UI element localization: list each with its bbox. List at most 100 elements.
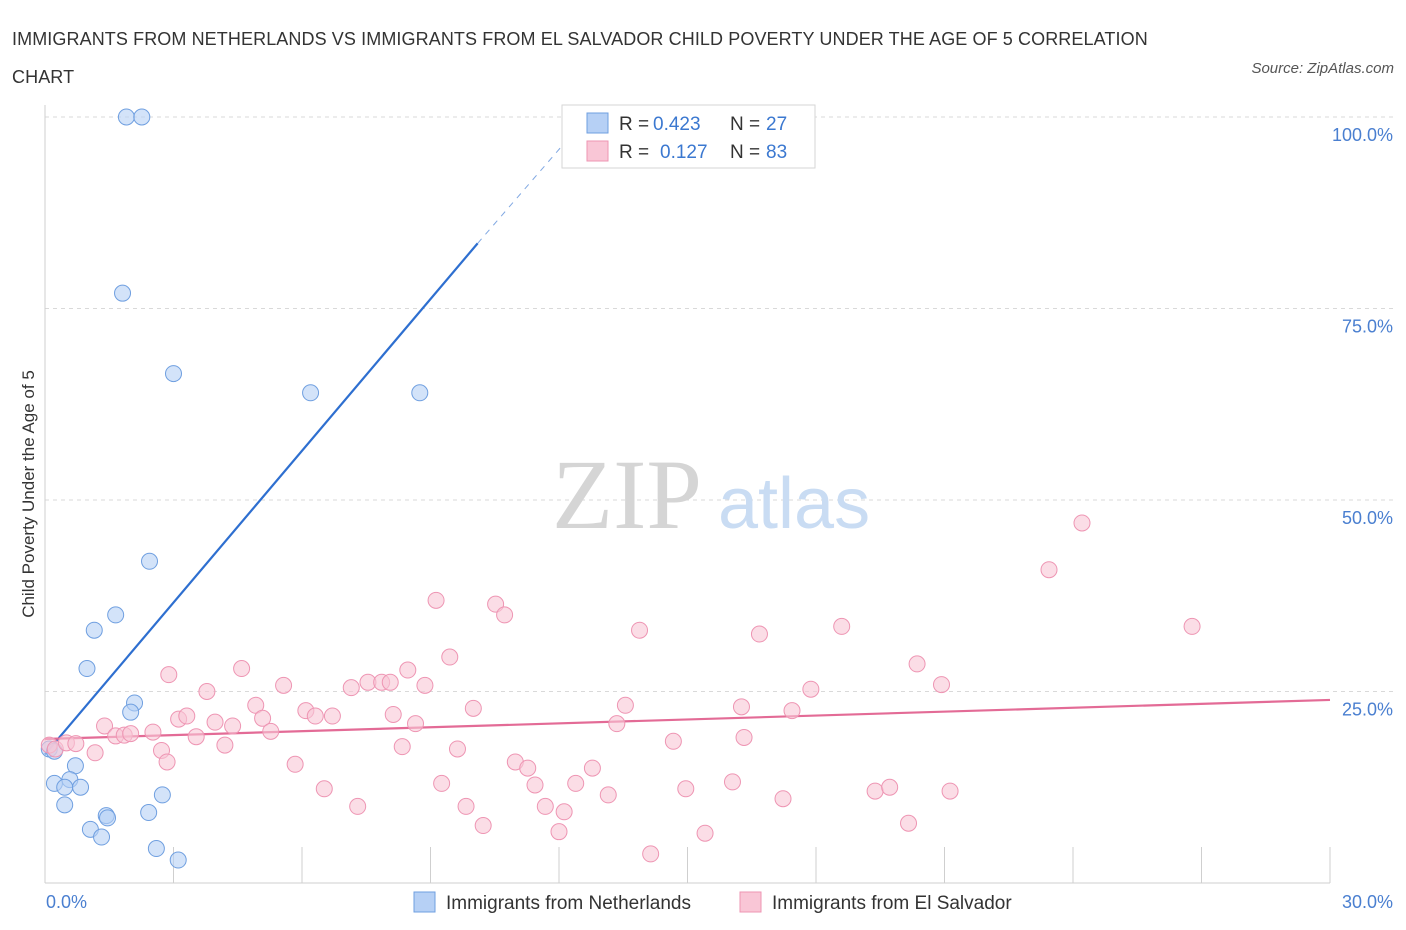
elsalvador-point bbox=[1183, 617, 1201, 635]
elsalvador-point bbox=[642, 845, 660, 863]
elsalvador-point bbox=[833, 617, 851, 635]
legend-n-label-elsalvador: N = bbox=[730, 142, 760, 163]
elsalvador-point bbox=[262, 722, 280, 740]
elsalvador-point bbox=[416, 676, 434, 694]
elsalvador-point bbox=[233, 660, 251, 678]
y-axis-title: Child Poverty Under the Age of 5 bbox=[19, 370, 38, 618]
chart-source: Source: ZipAtlas.com bbox=[1251, 60, 1394, 77]
elsalvador-point bbox=[900, 814, 918, 832]
elsalvador-point bbox=[381, 673, 399, 691]
elsalvador-point bbox=[464, 699, 482, 717]
elsalvador-point bbox=[427, 591, 445, 609]
netherlands-point bbox=[114, 284, 132, 302]
elsalvador-point bbox=[67, 735, 85, 753]
x-tick-label-max: 30.0% bbox=[1342, 892, 1393, 912]
legend-swatch-elsalvador bbox=[586, 140, 609, 162]
elsalvador-point bbox=[254, 709, 272, 727]
y-tick-labels: 25.0% 50.0% 75.0% 100.0% bbox=[1332, 125, 1393, 720]
elsalvador-point bbox=[723, 773, 741, 791]
bottom-legend-label-elsalvador[interactable]: Immigrants from El Salvador bbox=[772, 893, 1012, 914]
legend-r-value-netherlands: 0.423 bbox=[653, 114, 701, 135]
elsalvador-point bbox=[616, 696, 634, 714]
elsalvador-point bbox=[774, 790, 792, 808]
netherlands-trend-extension bbox=[477, 124, 581, 244]
legend-r-value-elsalvador: 0.127 bbox=[660, 142, 708, 163]
elsalvador-point bbox=[158, 753, 176, 771]
elsalvador-point bbox=[407, 715, 425, 733]
elsalvador-point bbox=[1040, 561, 1058, 579]
y-tick-label-75: 75.0% bbox=[1342, 317, 1393, 337]
netherlands-point bbox=[122, 703, 140, 721]
bottom-legend-swatch-netherlands[interactable] bbox=[413, 891, 436, 913]
elsalvador-point bbox=[216, 736, 234, 754]
elsalvador-point bbox=[441, 648, 459, 666]
netherlands-point bbox=[147, 840, 165, 858]
y-tick-label-25: 25.0% bbox=[1342, 700, 1393, 720]
elsalvador-point bbox=[583, 759, 601, 777]
legend-r-label-elsalvador: R = bbox=[619, 142, 649, 163]
elsalvador-point bbox=[567, 774, 585, 792]
elsalvador-point bbox=[519, 759, 537, 777]
elsalvador-point bbox=[144, 723, 162, 741]
trend-lines bbox=[44, 124, 1331, 756]
watermark-zip: ZIP bbox=[552, 439, 702, 550]
elsalvador-point bbox=[941, 782, 959, 800]
elsalvador-point bbox=[664, 732, 682, 750]
x-axis-ticks bbox=[173, 847, 1331, 883]
elsalvador-point bbox=[881, 778, 899, 796]
elsalvador-point bbox=[349, 797, 367, 815]
elsalvador-points bbox=[40, 514, 1201, 863]
legend-swatch-netherlands bbox=[586, 112, 609, 134]
chart-title: IMMIGRANTS FROM NETHERLANDS VS IMMIGRANT… bbox=[12, 29, 1148, 87]
elsalvador-point bbox=[206, 713, 224, 731]
elsalvador-point bbox=[555, 803, 573, 821]
elsalvador-point bbox=[86, 744, 104, 762]
netherlands-point bbox=[165, 365, 182, 383]
elsalvador-point bbox=[802, 680, 820, 698]
netherlands-point bbox=[99, 809, 117, 827]
netherlands-point bbox=[72, 778, 90, 796]
elsalvador-point bbox=[457, 797, 475, 815]
elsalvador-point bbox=[224, 717, 242, 735]
elsalvador-trend-line bbox=[44, 698, 1331, 741]
elsalvador-point bbox=[433, 774, 451, 792]
elsalvador-point bbox=[866, 782, 884, 800]
netherlands-point bbox=[93, 828, 111, 846]
netherlands-point bbox=[411, 384, 429, 402]
elsalvador-point bbox=[342, 679, 360, 697]
netherlands-point bbox=[141, 552, 159, 570]
elsalvador-point bbox=[393, 738, 411, 756]
elsalvador-point bbox=[187, 728, 205, 746]
y-tick-label-100: 100.0% bbox=[1332, 125, 1393, 145]
netherlands-point bbox=[153, 786, 171, 804]
legend-n-label-netherlands: N = bbox=[730, 114, 760, 135]
elsalvador-point bbox=[286, 755, 304, 773]
elsalvador-point bbox=[732, 698, 750, 716]
elsalvador-point bbox=[323, 707, 341, 725]
elsalvador-point bbox=[399, 661, 417, 679]
gridlines bbox=[45, 116, 1393, 692]
bottom-legend-label-netherlands[interactable]: Immigrants from Netherlands bbox=[446, 893, 691, 914]
elsalvador-point bbox=[526, 776, 544, 794]
elsalvador-point bbox=[536, 797, 554, 815]
elsalvador-point bbox=[496, 606, 514, 624]
netherlands-point bbox=[56, 778, 74, 796]
netherlands-point bbox=[78, 660, 96, 678]
elsalvador-point bbox=[750, 625, 768, 643]
elsalvador-point bbox=[599, 786, 617, 804]
elsalvador-point bbox=[677, 780, 695, 798]
elsalvador-point bbox=[908, 655, 926, 673]
netherlands-point bbox=[169, 851, 187, 869]
elsalvador-point bbox=[122, 725, 140, 743]
netherlands-point bbox=[302, 384, 320, 402]
top-legend: R = 0.423 N = 27 R = 0.127 N = 83 bbox=[561, 104, 816, 169]
elsalvador-point bbox=[933, 676, 951, 694]
bottom-legend-swatch-elsalvador[interactable] bbox=[739, 891, 762, 913]
bottom-legend: Immigrants from Netherlands Immigrants f… bbox=[413, 891, 1012, 914]
netherlands-point bbox=[85, 621, 103, 639]
netherlands-trend-line bbox=[44, 242, 479, 756]
netherlands-point bbox=[56, 796, 74, 814]
elsalvador-point bbox=[275, 676, 293, 694]
elsalvador-point bbox=[198, 683, 216, 700]
